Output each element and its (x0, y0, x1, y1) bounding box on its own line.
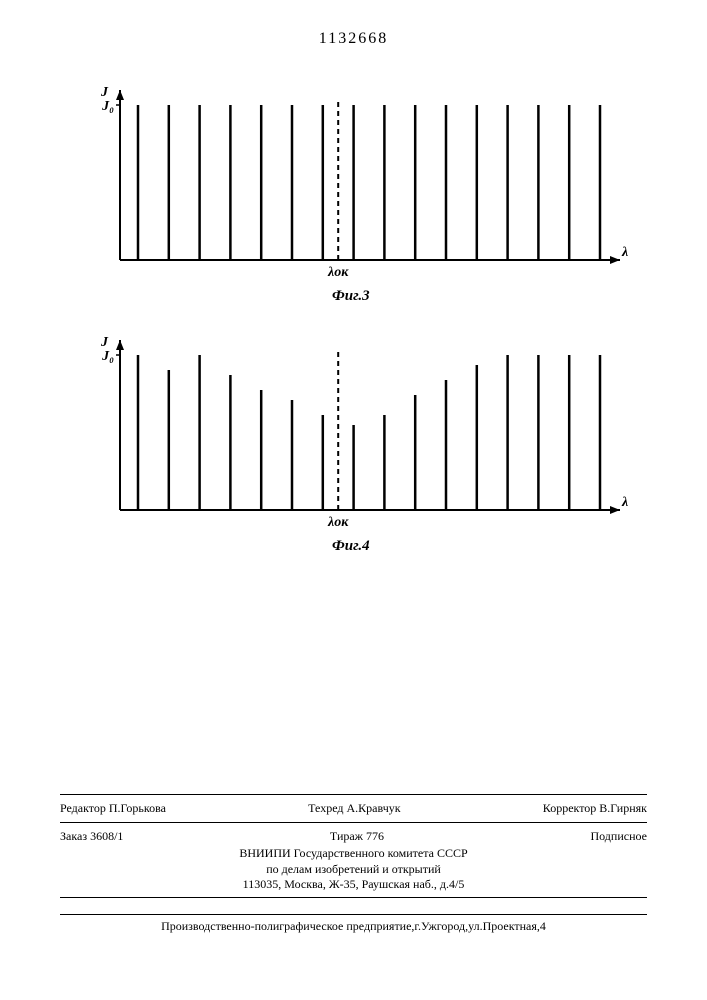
credit-row-1: Редактор П.Горькова Техред А.Кравчук Кор… (60, 799, 647, 818)
subscription: Подписное (590, 829, 647, 844)
order-number: 3608/1 (90, 829, 123, 843)
org-line-3: 113035, Москва, Ж-35, Раушская наб., д.4… (60, 877, 647, 893)
techred-name: А.Кравчук (347, 801, 401, 815)
corrector-label: Корректор (543, 801, 597, 815)
tirage-label: Тираж (330, 829, 363, 843)
figure-4-svg: JJ₀ λ λок (90, 330, 630, 530)
page: 1132668 JJ₀λλок Фиг.3 JJ₀λλок Фиг.4 Реда… (0, 0, 707, 1000)
figure-3: JJ₀ λ λок (90, 80, 630, 280)
corrector-name: В.Гирняк (599, 801, 647, 815)
figure-3-svg: JJ₀ λ λок (90, 80, 630, 280)
org-line-1: ВНИИПИ Государственного комитета СССР (60, 846, 647, 862)
editor-label: Редактор (60, 801, 106, 815)
order-label: Заказ (60, 829, 87, 843)
svg-text:J: J (100, 335, 109, 350)
editor-name: П.Горькова (109, 801, 166, 815)
footer-line: Производственно-полиграфическое предприя… (60, 919, 647, 934)
tirage: Тираж 776 (330, 829, 384, 844)
svg-text:λок: λок (327, 265, 349, 280)
svg-text:J₀: J₀ (101, 349, 114, 364)
figure-4-caption: Фиг.4 (332, 538, 370, 555)
order: Заказ 3608/1 (60, 829, 123, 844)
svg-text:λ: λ (621, 245, 628, 260)
document-number: 1132668 (0, 30, 707, 48)
divider (60, 897, 647, 898)
credits-block: Редактор П.Горькова Техред А.Кравчук Кор… (60, 790, 647, 934)
figure-3-caption: Фиг.3 (332, 288, 370, 305)
corrector: Корректор В.Гирняк (543, 801, 647, 816)
svg-text:J₀: J₀ (101, 99, 114, 114)
tirage-value: 776 (366, 829, 384, 843)
org-block: ВНИИПИ Государственного комитета СССР по… (60, 846, 647, 893)
svg-text:J: J (100, 85, 109, 100)
divider (60, 794, 647, 795)
figure-4: JJ₀ λ λок (90, 330, 630, 530)
svg-text:λ: λ (621, 495, 628, 510)
org-line-2: по делам изобретений и открытий (60, 862, 647, 878)
techred-label: Техред (308, 801, 343, 815)
svg-text:λок: λок (327, 515, 349, 530)
editor: Редактор П.Горькова (60, 801, 166, 816)
divider (60, 914, 647, 915)
techred: Техред А.Кравчук (308, 801, 400, 816)
credit-row-2: Заказ 3608/1 Тираж 776 Подписное (60, 827, 647, 846)
divider (60, 822, 647, 823)
